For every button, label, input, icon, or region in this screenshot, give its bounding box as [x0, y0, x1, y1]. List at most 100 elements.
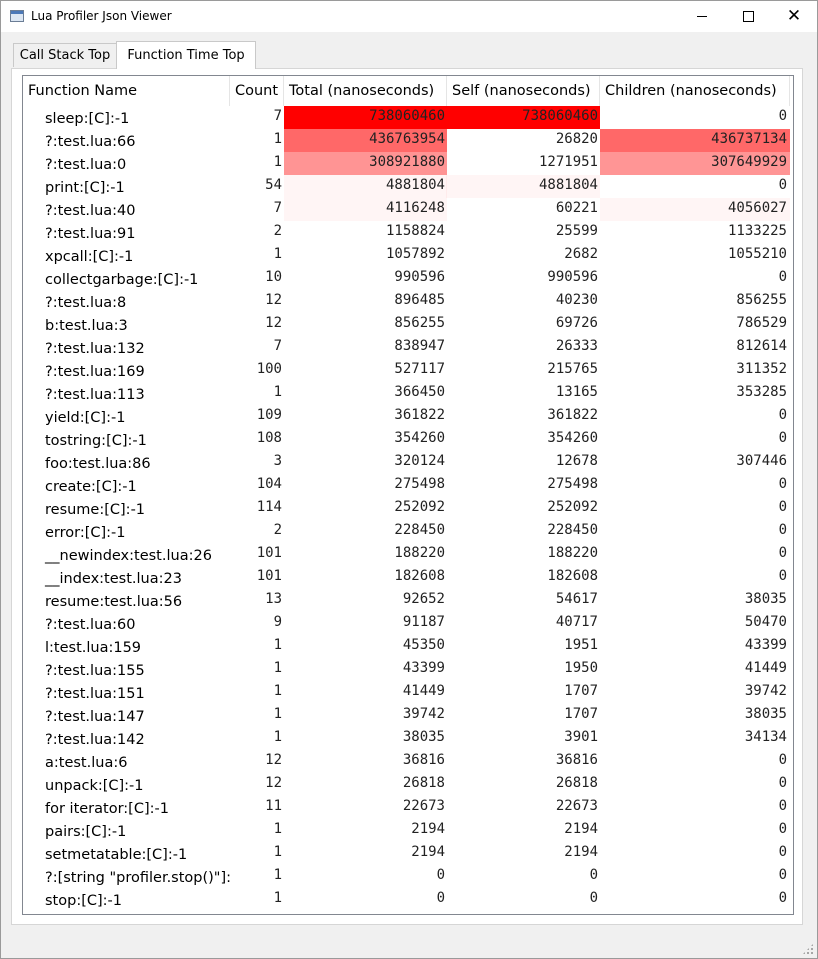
cell-count: 1 [273, 683, 282, 699]
column-header-children[interactable]: Children (nanoseconds) [600, 76, 790, 106]
table-row[interactable]: ?:test.lua:66 1 436763954 26820 436737134 [23, 129, 793, 152]
table-row[interactable]: ?:test.lua:40 7 4116248 60221 4056027 [23, 198, 793, 221]
title-bar[interactable]: Lua Profiler Json Viewer ✕ [1, 1, 817, 32]
column-header-count[interactable]: Count [230, 76, 284, 106]
table-row[interactable]: unpack:[C]:-1 12 26818 26818 0 [23, 773, 793, 796]
cell-count: 1 [273, 890, 282, 906]
cell-children: 1055210 [727, 246, 787, 262]
column-header-function-name[interactable]: Function Name [23, 76, 230, 106]
table-row[interactable]: __index:test.lua:23 101 182608 182608 0 [23, 566, 793, 589]
cell-self: 40230 [555, 292, 598, 308]
cell-total: 275498 [394, 476, 445, 492]
cell-total: 36816 [402, 752, 445, 768]
cell-self: 26818 [555, 775, 598, 791]
cell-function-name: ?:test.lua:142 [45, 732, 145, 748]
cell-total: 738060460 [284, 106, 447, 129]
cell-total: 527117 [394, 361, 445, 377]
table-row[interactable]: ?:test.lua:0 1 308921880 1271951 307649929 [23, 152, 793, 175]
cell-count: 1 [273, 867, 282, 883]
table-header: Function Name Count Total (nanoseconds) … [23, 76, 793, 106]
cell-function-name: print:[C]:-1 [45, 180, 125, 196]
cell-count: 3 [273, 453, 282, 469]
cell-count: 12 [265, 315, 282, 331]
cell-children: 1133225 [727, 223, 787, 239]
table-row[interactable]: ?:test.lua:142 1 38035 3901 34134 [23, 727, 793, 750]
cell-function-name: ?:test.lua:113 [45, 387, 145, 403]
table-row[interactable]: b:test.lua:3 12 856255 69726 786529 [23, 313, 793, 336]
cell-function-name: ?:test.lua:40 [45, 203, 136, 219]
table-row[interactable]: ?:test.lua:60 9 91187 40717 50470 [23, 612, 793, 635]
cell-count: 1 [273, 384, 282, 400]
table-row[interactable]: resume:[C]:-1 114 252092 252092 0 [23, 497, 793, 520]
table-row[interactable]: create:[C]:-1 104 275498 275498 0 [23, 474, 793, 497]
cell-function-name: resume:test.lua:56 [45, 594, 183, 610]
tab-call-stack-top[interactable]: Call Stack Top [13, 43, 117, 67]
cell-function-name: collectgarbage:[C]:-1 [45, 272, 199, 288]
table-row[interactable]: for iterator:[C]:-1 11 22673 22673 0 [23, 796, 793, 819]
table-row[interactable]: stop:[C]:-1 1 0 0 0 [23, 888, 793, 911]
cell-children: 307649929 [600, 152, 790, 175]
table-row[interactable]: yield:[C]:-1 109 361822 361822 0 [23, 405, 793, 428]
table-row[interactable]: ?:test.lua:91 2 1158824 25599 1133225 [23, 221, 793, 244]
cell-function-name: stop:[C]:-1 [45, 893, 122, 909]
cell-count: 101 [256, 568, 282, 584]
table-row[interactable]: a:test.lua:6 12 36816 36816 0 [23, 750, 793, 773]
table-row[interactable]: ?:[string "profiler.stop()"]:0 1 0 0 0 [23, 865, 793, 888]
close-button[interactable]: ✕ [771, 1, 817, 32]
table-row[interactable]: ?:test.lua:132 7 838947 26333 812614 [23, 336, 793, 359]
cell-self: 215765 [547, 361, 598, 377]
cell-count: 1 [273, 660, 282, 676]
table-row[interactable]: ?:test.lua:8 12 896485 40230 856255 [23, 290, 793, 313]
cell-count: 54 [265, 177, 282, 193]
cell-self: 1707 [564, 683, 598, 699]
cell-total: 856255 [394, 315, 445, 331]
table-row[interactable]: collectgarbage:[C]:-1 10 990596 990596 0 [23, 267, 793, 290]
table-row[interactable]: tostring:[C]:-1 108 354260 354260 0 [23, 428, 793, 451]
cell-children: 0 [778, 407, 787, 423]
column-header-self[interactable]: Self (nanoseconds) [447, 76, 600, 106]
cell-count: 12 [265, 775, 282, 791]
cell-total: 228450 [394, 522, 445, 538]
cell-children: 34134 [744, 729, 787, 745]
table-row[interactable]: pairs:[C]:-1 1 2194 2194 0 [23, 819, 793, 842]
tab-function-time-top[interactable]: Function Time Top [116, 41, 256, 69]
cell-children: 0 [778, 430, 787, 446]
table-row[interactable]: xpcall:[C]:-1 1 1057892 2682 1055210 [23, 244, 793, 267]
table-row[interactable]: sleep:[C]:-1 7 738060460 738060460 0 [23, 106, 793, 129]
cell-function-name: tostring:[C]:-1 [45, 433, 147, 449]
cell-total: 43399 [402, 660, 445, 676]
maximize-button[interactable] [725, 1, 771, 32]
cell-function-name: ?:test.lua:155 [45, 663, 145, 679]
resize-grip-icon[interactable] [802, 943, 814, 955]
table-row[interactable]: error:[C]:-1 2 228450 228450 0 [23, 520, 793, 543]
cell-self: 990596 [547, 269, 598, 285]
table-row[interactable]: __newindex:test.lua:26 101 188220 188220 0 [23, 543, 793, 566]
table-row[interactable]: ?:test.lua:113 1 366450 13165 353285 [23, 382, 793, 405]
table-row[interactable]: l:test.lua:159 1 45350 1951 43399 [23, 635, 793, 658]
cell-count: 104 [256, 476, 282, 492]
table-row[interactable]: ?:test.lua:169 100 527117 215765 311352 [23, 359, 793, 382]
column-header-total[interactable]: Total (nanoseconds) [284, 76, 447, 106]
minimize-button[interactable] [679, 1, 725, 32]
table-row[interactable]: foo:test.lua:86 3 320124 12678 307446 [23, 451, 793, 474]
cell-function-name: ?:test.lua:0 [45, 157, 127, 173]
cell-total: 22673 [402, 798, 445, 814]
cell-self: 738060460 [446, 106, 600, 129]
table-row[interactable]: ?:test.lua:155 1 43399 1950 41449 [23, 658, 793, 681]
table-row[interactable]: ?:test.lua:151 1 41449 1707 39742 [23, 681, 793, 704]
cell-total: 1158824 [385, 223, 445, 239]
cell-self: 361822 [547, 407, 598, 423]
table-row[interactable]: print:[C]:-1 54 4881804 4881804 0 [23, 175, 793, 198]
cell-self: 0 [589, 867, 598, 883]
cell-self: 26820 [555, 131, 598, 147]
close-icon: ✕ [786, 6, 802, 26]
cell-function-name: foo:test.lua:86 [45, 456, 151, 472]
table-row[interactable]: setmetatable:[C]:-1 1 2194 2194 0 [23, 842, 793, 865]
cell-function-name: __index:test.lua:23 [45, 571, 182, 587]
cell-total: 320124 [394, 453, 445, 469]
table-row[interactable]: ?:test.lua:147 1 39742 1707 38035 [23, 704, 793, 727]
cell-count: 114 [256, 499, 282, 515]
cell-self: 25599 [555, 223, 598, 239]
function-time-table[interactable]: Function Name Count Total (nanoseconds) … [22, 75, 794, 915]
table-row[interactable]: resume:test.lua:56 13 92652 54617 38035 [23, 589, 793, 612]
